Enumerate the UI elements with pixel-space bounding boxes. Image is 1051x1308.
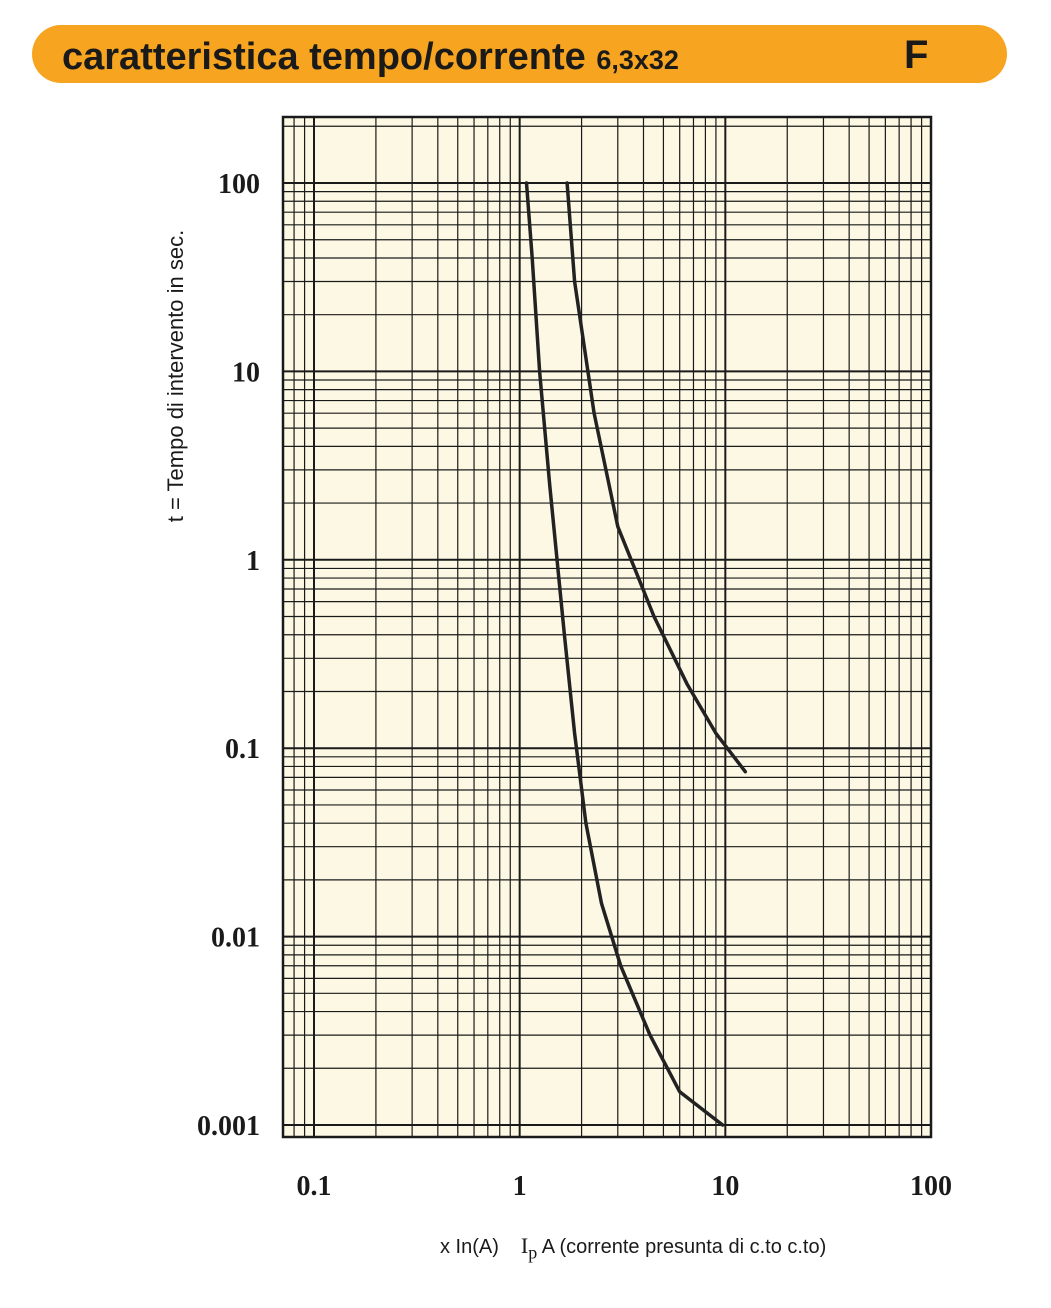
- x-axis-label: x In(A) Ip A (corrente presunta di c.to c…: [440, 1233, 826, 1263]
- fuse-type-code: F: [904, 33, 929, 77]
- title-banner: caratteristica tempo/corrente 6,3x32 F: [32, 25, 1007, 83]
- y-tick-label: 0.01: [211, 923, 260, 954]
- x-tick-label: 100: [910, 1171, 952, 1202]
- x-axis-label-prefix: x In(A): [440, 1236, 499, 1258]
- x-axis-label-rest: A (corrente presunta di c.to c.to): [541, 1236, 827, 1258]
- y-tick-label: 0.001: [197, 1111, 260, 1142]
- x-tick-label: 1: [513, 1171, 527, 1202]
- curve-min-line: [524, 181, 725, 1127]
- y-tick-label: 1: [246, 546, 260, 577]
- y-tick-label: 10: [232, 357, 260, 388]
- x-tick-label: 0.1: [297, 1171, 332, 1202]
- x-tick-label: 10: [711, 1171, 739, 1202]
- y-tick-label: 100: [218, 169, 260, 200]
- plot-frame: [281, 115, 933, 1139]
- y-axis-label: t = Tempo di intervento in sec.: [163, 229, 188, 523]
- curve-max-line: [565, 181, 748, 774]
- x-axis-label-symbol: Ip: [520, 1233, 538, 1263]
- y-tick-label: 0.1: [225, 734, 260, 765]
- plot-area: [283, 117, 931, 1137]
- chart-title: caratteristica tempo/corrente 6,3x32: [62, 36, 679, 78]
- chart-subtitle: 6,3x32: [596, 45, 679, 75]
